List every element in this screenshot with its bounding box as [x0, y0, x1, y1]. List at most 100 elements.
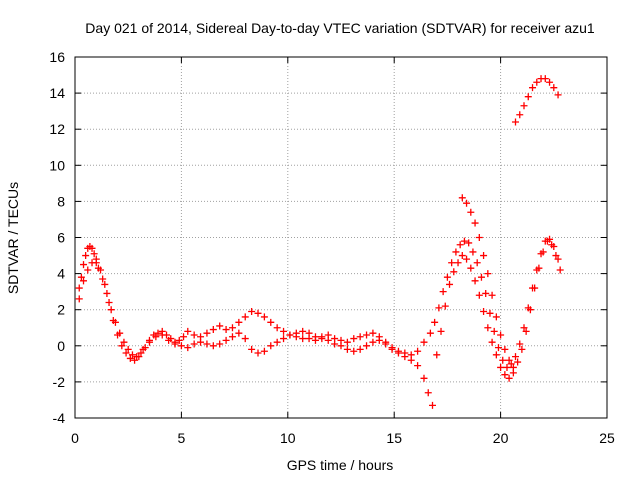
data-point	[490, 327, 498, 335]
data-point	[477, 273, 485, 281]
data-point	[550, 84, 558, 92]
data-point	[235, 318, 243, 326]
grid	[75, 57, 607, 418]
data-point	[363, 331, 371, 339]
data-point	[480, 308, 488, 316]
data-point	[90, 250, 98, 258]
data-point	[505, 374, 513, 382]
y-tick-label: 14	[49, 85, 65, 101]
y-tick-label: 2	[57, 302, 65, 318]
data-point	[488, 338, 496, 346]
y-axis-label: SDTVAR / TECUs	[5, 182, 21, 294]
data-point	[369, 329, 377, 337]
data-point	[488, 291, 496, 299]
data-point	[216, 322, 224, 330]
y-tick-label: 8	[57, 193, 65, 209]
data-point	[311, 333, 319, 341]
data-point	[473, 259, 481, 267]
data-point	[520, 324, 528, 332]
data-point	[492, 351, 500, 359]
data-point	[350, 347, 358, 355]
data-point	[97, 266, 105, 274]
y-tick-label: 6	[57, 230, 65, 246]
data-point	[480, 252, 488, 260]
data-point	[248, 345, 256, 353]
data-point	[84, 266, 92, 274]
data-point	[260, 313, 268, 321]
data-point	[299, 335, 307, 343]
data-point	[424, 389, 432, 397]
data-point	[546, 78, 554, 86]
data-point	[209, 342, 217, 350]
plot-frame	[74, 56, 608, 419]
data-point	[492, 313, 500, 321]
data-point	[197, 338, 205, 346]
data-point	[216, 340, 224, 348]
data-point	[190, 340, 198, 348]
data-point	[448, 259, 456, 267]
data-point	[154, 329, 162, 337]
data-point	[124, 345, 132, 353]
data-point	[241, 313, 249, 321]
x-tick-label: 10	[280, 430, 296, 446]
data-point	[165, 336, 173, 344]
data-point	[273, 338, 281, 346]
data-point	[139, 345, 147, 353]
data-point	[446, 280, 454, 288]
data-point	[158, 331, 166, 339]
data-point	[222, 336, 230, 344]
data-point	[254, 309, 262, 317]
data-point	[420, 374, 428, 382]
y-tick-label: -4	[53, 410, 66, 426]
data-point	[369, 338, 377, 346]
data-point	[460, 237, 468, 245]
y-tick-label: 0	[57, 338, 65, 354]
data-point	[414, 362, 422, 370]
data-point	[475, 234, 483, 241]
axes: 0 5 10 15 20 25 -4 -2 0 2 4 6 8 10 12 14 16	[49, 49, 615, 446]
data-point	[363, 342, 371, 350]
data-point	[465, 239, 473, 247]
data-point	[467, 208, 475, 216]
data-point	[356, 333, 364, 341]
data-point	[343, 338, 351, 346]
data-point	[431, 318, 439, 326]
data-point	[533, 78, 541, 86]
data-point	[305, 329, 313, 337]
data-point	[331, 340, 339, 348]
data-point	[184, 344, 192, 352]
data-point	[152, 333, 160, 341]
data-point	[171, 340, 179, 348]
data-point	[180, 333, 188, 341]
data-point	[522, 327, 530, 335]
data-point	[122, 349, 130, 357]
x-tick-label: 0	[71, 430, 79, 446]
data-point	[452, 248, 460, 256]
data-point	[267, 318, 275, 326]
data-point	[484, 270, 492, 278]
data-point	[137, 349, 145, 357]
data-point	[450, 268, 458, 276]
data-point	[535, 264, 543, 272]
data-point	[228, 324, 236, 332]
data-point	[203, 329, 211, 337]
data-point	[131, 356, 139, 364]
data-point	[443, 273, 451, 281]
data-point	[394, 349, 402, 357]
data-point	[524, 93, 532, 101]
x-tick-label: 20	[493, 430, 509, 446]
data-point	[228, 333, 236, 341]
data-point	[286, 331, 294, 339]
data-point	[235, 329, 243, 337]
data-point	[503, 363, 511, 371]
data-point	[507, 360, 515, 368]
data-point	[494, 344, 502, 352]
data-point	[203, 340, 211, 348]
data-point	[501, 345, 509, 353]
data-point	[548, 241, 556, 249]
data-point	[531, 284, 539, 292]
data-point	[516, 111, 524, 119]
data-point	[114, 331, 122, 339]
data-point	[471, 277, 479, 285]
